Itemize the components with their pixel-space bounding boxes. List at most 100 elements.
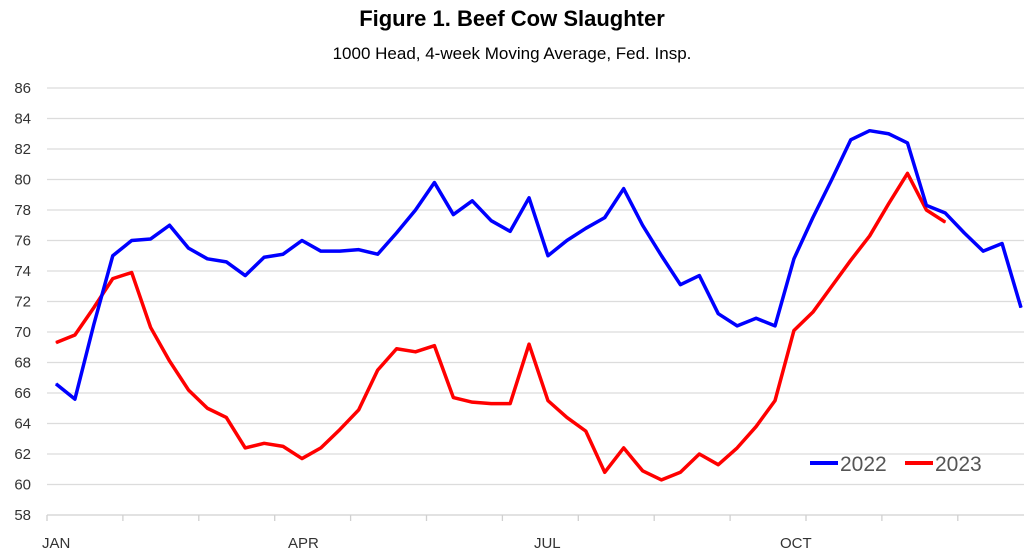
- data-point-2022: [74, 398, 76, 400]
- data-point-2022: [1001, 243, 1003, 245]
- x-tick-label: OCT: [780, 535, 812, 552]
- data-point-2022: [320, 250, 322, 252]
- data-point-2022: [736, 325, 738, 327]
- data-point-2022: [528, 197, 530, 199]
- data-point-2023: [415, 351, 417, 353]
- data-point-2023: [187, 389, 189, 391]
- data-point-2023: [774, 400, 776, 402]
- data-point-2023: [660, 479, 662, 481]
- data-point-2022: [169, 224, 171, 226]
- data-point-2022: [642, 224, 644, 226]
- data-point-2022: [774, 325, 776, 327]
- data-point-2023: [906, 172, 908, 174]
- y-tick-label: 58: [14, 507, 31, 524]
- y-tick-label: 80: [14, 172, 31, 189]
- data-point-2023: [604, 471, 606, 473]
- data-point-2023: [150, 326, 152, 328]
- data-point-2023: [869, 235, 871, 237]
- data-point-2023: [358, 409, 360, 411]
- data-point-2023: [755, 426, 757, 428]
- y-tick-label: 82: [14, 141, 31, 158]
- y-tick-label: 66: [14, 385, 31, 402]
- data-point-2022: [869, 130, 871, 132]
- data-point-2022: [585, 227, 587, 229]
- y-tick-label: 70: [14, 324, 31, 341]
- data-point-2022: [263, 256, 265, 258]
- data-point-2022: [793, 258, 795, 260]
- data-point-2022: [377, 253, 379, 255]
- data-point-2023: [679, 471, 681, 473]
- data-point-2023: [55, 342, 57, 344]
- data-point-2022: [301, 240, 303, 241]
- data-point-2022: [150, 238, 152, 240]
- data-point-2023: [717, 464, 719, 466]
- data-point-2023: [452, 397, 454, 399]
- data-point-2023: [528, 343, 530, 345]
- data-point-2022: [93, 323, 95, 325]
- x-tick-label: JAN: [42, 535, 70, 552]
- y-tick-label: 76: [14, 233, 31, 250]
- y-tick-label: 68: [14, 355, 31, 372]
- data-point-2022: [755, 317, 757, 319]
- data-point-2023: [566, 416, 568, 418]
- data-point-2022: [698, 275, 700, 277]
- chart-title: Figure 1. Beef Cow Slaughter: [359, 6, 665, 31]
- data-point-2022: [244, 275, 246, 277]
- data-point-2023: [547, 400, 549, 402]
- data-point-2023: [93, 307, 95, 309]
- data-point-2023: [831, 285, 833, 287]
- data-point-2023: [736, 447, 738, 449]
- data-point-2022: [452, 214, 454, 216]
- data-point-2022: [566, 240, 568, 241]
- data-point-2023: [131, 272, 133, 274]
- data-point-2022: [433, 182, 435, 184]
- legend-label-2023: 2023: [935, 453, 982, 476]
- data-point-2022: [831, 179, 833, 180]
- data-point-2023: [509, 403, 511, 405]
- data-point-2023: [793, 329, 795, 331]
- data-point-2022: [358, 249, 360, 251]
- data-point-2022: [679, 284, 681, 286]
- data-point-2022: [925, 204, 927, 206]
- data-point-2023: [396, 348, 398, 350]
- y-tick-label: 74: [14, 263, 31, 280]
- data-point-2023: [812, 311, 814, 313]
- data-point-2023: [850, 259, 852, 261]
- y-tick-label: 86: [14, 80, 31, 97]
- data-point-2022: [604, 217, 606, 219]
- data-point-2023: [377, 369, 379, 371]
- data-point-2022: [660, 255, 662, 257]
- series-line-2022: [54, 128, 1023, 401]
- data-point-2023: [642, 470, 644, 472]
- data-point-2023: [490, 403, 492, 405]
- data-point-2022: [187, 247, 189, 249]
- data-point-2023: [263, 442, 265, 444]
- data-point-2022: [906, 142, 908, 144]
- data-point-2023: [433, 345, 435, 347]
- y-tick-label: 62: [14, 446, 31, 463]
- data-point-2022: [547, 255, 549, 257]
- data-point-2023: [339, 429, 341, 431]
- data-point-2022: [206, 258, 208, 260]
- data-point-2022: [509, 230, 511, 232]
- series-line-2023: [55, 171, 947, 482]
- data-point-2023: [888, 203, 890, 205]
- data-point-2023: [925, 209, 927, 211]
- data-point-2023: [244, 447, 246, 449]
- data-point-2022: [623, 188, 625, 190]
- data-point-2022: [225, 261, 227, 263]
- data-point-2023: [282, 445, 284, 447]
- data-point-2022: [471, 200, 473, 202]
- data-point-2022: [812, 217, 814, 219]
- data-point-2022: [396, 232, 398, 234]
- data-point-2023: [112, 278, 114, 280]
- data-point-2022: [717, 313, 719, 315]
- data-point-2023: [698, 453, 700, 455]
- x-tick-label: APR: [288, 535, 319, 552]
- data-point-2022: [963, 232, 965, 234]
- chart-subtitle: 1000 Head, 4-week Moving Average, Fed. I…: [332, 44, 692, 63]
- data-point-2022: [131, 240, 133, 241]
- x-tick-label: JUL: [534, 535, 561, 552]
- data-point-2023: [74, 334, 76, 336]
